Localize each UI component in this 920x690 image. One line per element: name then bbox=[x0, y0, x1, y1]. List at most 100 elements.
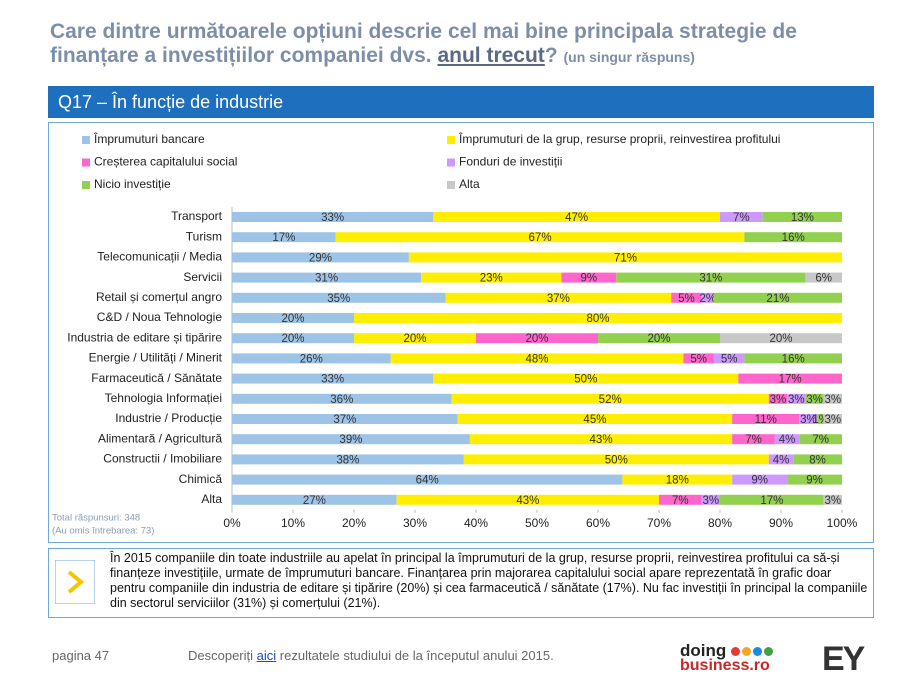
data-label: 9% bbox=[581, 273, 598, 285]
footnote: Total răspunsuri: 348 bbox=[52, 513, 140, 524]
data-label: 3% bbox=[806, 394, 823, 406]
data-label: 6% bbox=[815, 273, 832, 285]
bar-segment bbox=[805, 272, 842, 283]
bar-segment bbox=[354, 313, 842, 323]
data-label: 21% bbox=[766, 293, 789, 305]
legend-label: Nicio investiție bbox=[94, 177, 171, 191]
play-icon bbox=[55, 560, 95, 604]
x-tick-label: 100% bbox=[827, 516, 858, 530]
data-label: 64% bbox=[416, 475, 439, 487]
data-label: 50% bbox=[574, 374, 597, 386]
data-label: 50% bbox=[605, 454, 628, 466]
data-label: 13% bbox=[791, 212, 814, 224]
bar-segment bbox=[732, 434, 775, 445]
bar-segment bbox=[720, 494, 824, 505]
bar-segment bbox=[774, 434, 800, 445]
category-label: Industrie / Producție bbox=[115, 411, 222, 425]
category-label: Alimentară / Agricultură bbox=[98, 431, 222, 445]
bar-segment bbox=[744, 353, 842, 364]
bar-segment bbox=[768, 393, 788, 404]
data-label: 3% bbox=[703, 495, 720, 507]
bar-segment bbox=[232, 373, 434, 384]
bar-segment bbox=[561, 272, 617, 283]
bar-segment bbox=[469, 434, 733, 445]
footer-text: Descoperiți aici rezultatele studiului d… bbox=[188, 648, 554, 663]
data-label: 20% bbox=[769, 333, 792, 345]
bar-segment bbox=[701, 494, 720, 505]
legend-swatch bbox=[447, 136, 455, 144]
bar-segment bbox=[823, 494, 842, 505]
category-label: Tehnologia Informației bbox=[105, 391, 222, 405]
data-label: 18% bbox=[666, 475, 689, 487]
data-label: 43% bbox=[590, 434, 613, 446]
data-label: 31% bbox=[699, 273, 722, 285]
icon-frame bbox=[55, 560, 95, 604]
section-band: Q17 – În funcție de industrie bbox=[48, 86, 874, 118]
data-label: 36% bbox=[330, 394, 353, 406]
footer-link[interactable]: aici bbox=[256, 648, 277, 663]
data-label: 29% bbox=[309, 252, 332, 264]
logo-top: doing bbox=[680, 642, 773, 659]
bar-segment bbox=[622, 474, 733, 485]
category-label: Farmaceutică / Sănătate bbox=[91, 371, 222, 385]
data-label: 4% bbox=[773, 454, 790, 466]
bar-segment bbox=[232, 414, 458, 424]
data-label: 67% bbox=[529, 232, 552, 244]
data-label: 17% bbox=[272, 232, 295, 244]
data-label: 20% bbox=[281, 333, 304, 345]
bar-segment bbox=[805, 393, 824, 404]
bar-segment bbox=[732, 474, 788, 485]
legend-swatch bbox=[447, 158, 455, 167]
title-emphasis: anul trecut bbox=[437, 44, 545, 67]
logo-bottom: business.ro bbox=[680, 657, 770, 674]
data-label: 20% bbox=[525, 333, 548, 345]
category-label: Chimică bbox=[179, 472, 223, 486]
bar-segment bbox=[787, 474, 842, 485]
data-label: 8% bbox=[809, 454, 826, 466]
data-label: 52% bbox=[599, 394, 622, 406]
icon-arrow bbox=[67, 570, 85, 594]
bar-segment bbox=[713, 292, 842, 303]
category-label: C&D / Noua Tehnologie bbox=[97, 310, 223, 324]
data-label: 3% bbox=[825, 394, 842, 406]
title-end: ? bbox=[544, 44, 558, 67]
category-label: Turism bbox=[186, 229, 222, 243]
data-label: 17% bbox=[760, 495, 783, 507]
category-label: Industria de editare și tipărire bbox=[67, 330, 222, 344]
bar-segment bbox=[463, 454, 769, 465]
bar-segment bbox=[762, 212, 842, 222]
x-tick-label: 0% bbox=[223, 516, 241, 530]
bar-segment bbox=[457, 414, 733, 424]
category-label: Retail și comerțul angro bbox=[96, 290, 222, 304]
x-tick-label: 60% bbox=[586, 516, 610, 530]
summary-frame bbox=[48, 548, 874, 618]
bar-segment bbox=[823, 414, 842, 424]
bar-segment bbox=[232, 252, 409, 263]
title-note: (un singur răspuns) bbox=[563, 49, 695, 65]
bar-segment bbox=[408, 252, 842, 263]
chart-frame bbox=[48, 122, 874, 543]
bar-segment bbox=[232, 212, 434, 222]
data-label: 3% bbox=[770, 394, 787, 406]
legend-label: Împrumuturi bancare bbox=[93, 131, 205, 146]
x-tick-label: 20% bbox=[342, 516, 366, 530]
footer-after: rezultatele studiului de la începutul an… bbox=[279, 648, 554, 663]
data-label: 3% bbox=[800, 414, 817, 426]
x-tick-label: 30% bbox=[403, 516, 427, 530]
bar-segment bbox=[232, 292, 446, 303]
bar-segment bbox=[732, 414, 800, 424]
data-label: 5% bbox=[678, 293, 695, 305]
data-label: 48% bbox=[525, 353, 548, 365]
data-label: 23% bbox=[480, 273, 503, 285]
data-label: 39% bbox=[339, 434, 362, 446]
data-label: 9% bbox=[806, 475, 823, 487]
bar-segment bbox=[817, 414, 824, 424]
bar-segment bbox=[232, 333, 354, 344]
bar-segment bbox=[823, 393, 842, 404]
legend-swatch bbox=[447, 181, 455, 189]
bar-segment bbox=[232, 494, 397, 505]
bar-segment bbox=[354, 333, 476, 344]
legend-swatch bbox=[82, 181, 90, 189]
bar-segment bbox=[720, 212, 763, 222]
